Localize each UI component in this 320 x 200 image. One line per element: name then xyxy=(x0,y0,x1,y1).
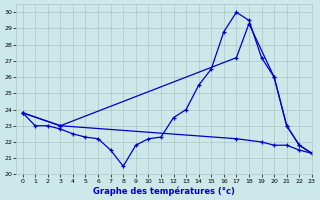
X-axis label: Graphe des températures (°c): Graphe des températures (°c) xyxy=(93,186,235,196)
